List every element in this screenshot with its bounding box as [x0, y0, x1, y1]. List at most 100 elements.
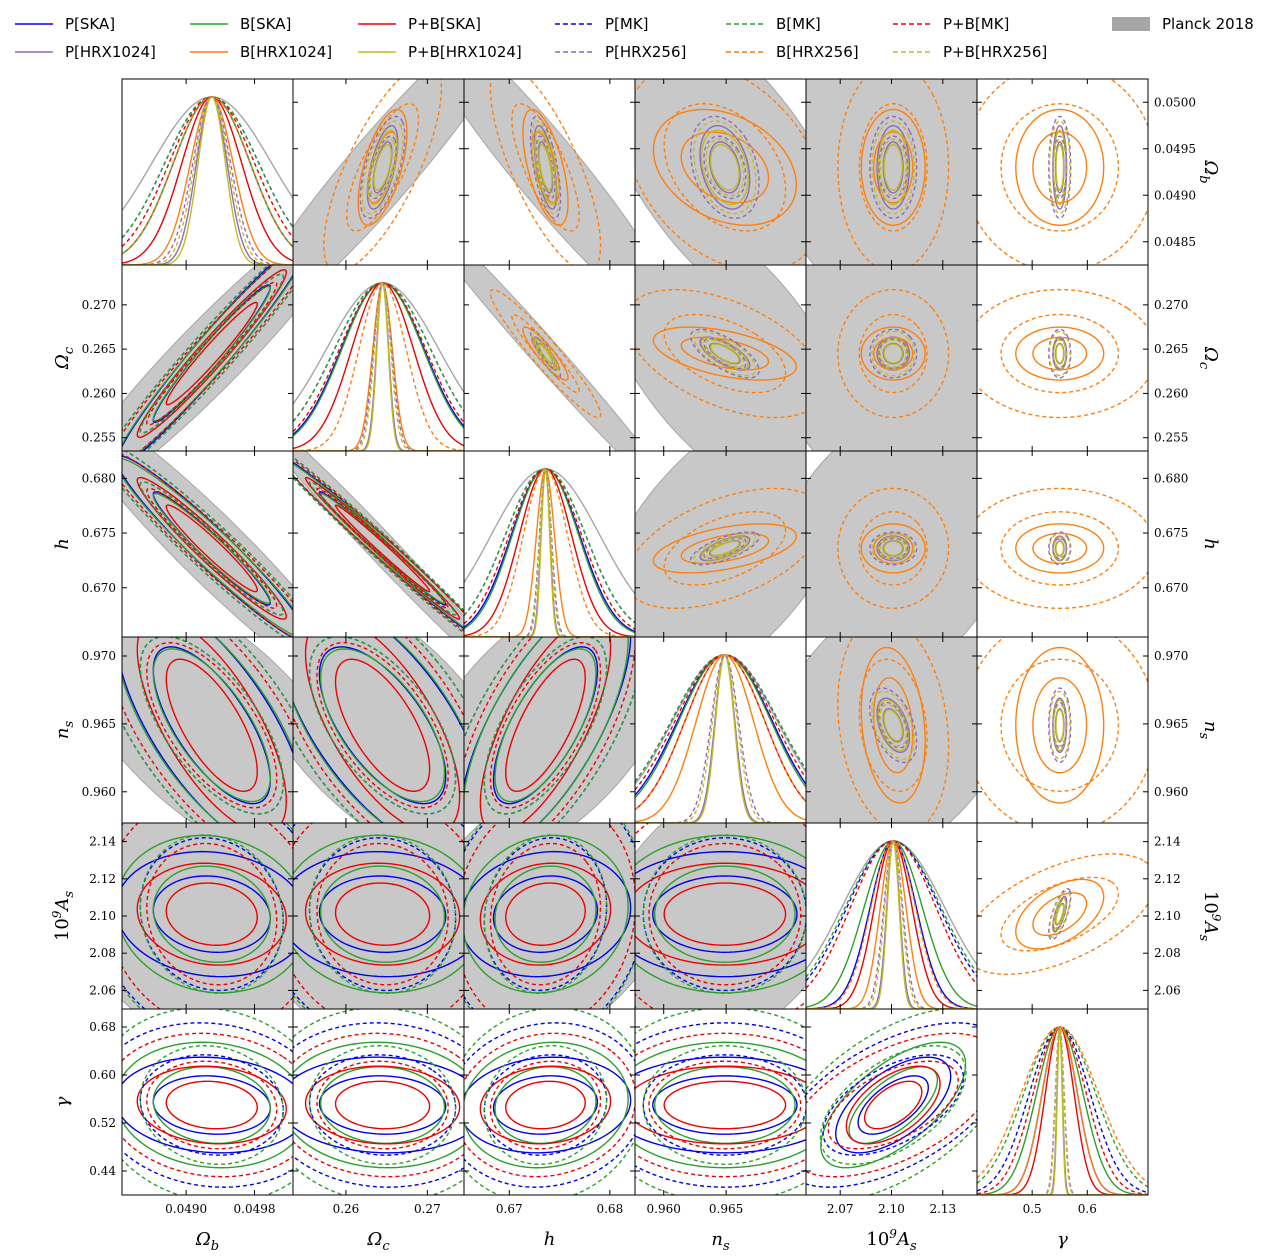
contour-p-b-hrx1024-1sigma [883, 343, 904, 364]
y-tick-label-right: 0.970 [1154, 649, 1188, 663]
marginal-p-b-ska [806, 840, 977, 1009]
contour-b-hrx256-2sigma [837, 487, 950, 610]
panel-content [635, 654, 806, 823]
y-tick-label-left: 0.970 [82, 649, 116, 663]
marginal-b-ska [122, 96, 293, 255]
marginal-b-mk [293, 282, 464, 422]
contour-p-mk-1sigma [822, 1054, 965, 1156]
contour-b-ska-1sigma [319, 648, 446, 803]
contour-planck-2sigma [122, 823, 293, 1009]
contour-b-hrx1024-1sigma [1032, 677, 1088, 774]
contour-planck-2sigma [293, 823, 464, 1009]
contour-p-b-ska-1sigma [165, 504, 258, 593]
contour-b-hrx1024-2sigma [1015, 523, 1105, 574]
contour-p-b-ska-1sigma [165, 882, 258, 946]
contour-p-b-hrx1024-2sigma [877, 536, 909, 561]
contour-p-b-hrx1024-2sigma [700, 129, 749, 206]
marginal-p-b-mk [806, 840, 977, 989]
y-tick-label-left: 0.965 [82, 717, 116, 731]
x-axis-label-gamma: γ [1057, 1229, 1068, 1250]
y-tick-label-right: 0.270 [1154, 298, 1188, 312]
contour-planck-2sigma [806, 451, 977, 637]
y-tick-label-left: 2.12 [89, 872, 116, 886]
panel-content [635, 265, 806, 451]
legend-label-p-b-mk: P+B[MK] [943, 15, 1009, 33]
contour-planck-2sigma [464, 265, 635, 451]
contour-b-ska-1sigma [152, 492, 271, 604]
legend-entry-b-hrx1024: B[HRX1024] [190, 43, 332, 61]
contour-b-mk-1sigma [483, 1045, 608, 1165]
y-tick-label-left: 0.960 [82, 785, 116, 799]
contour-p-b-hrx256-2sigma [1048, 532, 1071, 565]
contour-p-b-mk-1sigma [146, 487, 278, 609]
contour-p-mk-2sigma [464, 1022, 635, 1188]
panel-Omegac-vs-gamma-upper [976, 264, 1149, 452]
contour-b-mk-1sigma [642, 1045, 806, 1165]
contour-b-mk-1sigma [308, 834, 457, 994]
contour-b-ska-1sigma [494, 648, 597, 803]
contour-p-ska-1sigma [652, 1075, 798, 1135]
contour-planck-2sigma [122, 637, 293, 823]
y-tick-label-left: 0.44 [89, 1164, 116, 1178]
contour-b-mk-1sigma [139, 273, 284, 434]
contour-b-hrx1024-1sigma [680, 336, 770, 371]
marginal-b-mk [122, 96, 293, 239]
marginal-p-b-hrx1024 [635, 654, 806, 823]
y-tick-label-right: 0.670 [1154, 581, 1188, 595]
y-tick-label-right: 0.255 [1154, 431, 1188, 445]
panel-content [806, 79, 977, 265]
marginal-p-b-ska [293, 282, 464, 450]
panel-content [464, 79, 635, 265]
panel-Omegab-vs-Omegac-upper [292, 78, 465, 266]
x-tick-label: 0.0490 [165, 1202, 207, 1216]
contour-b-ska-1sigma [152, 865, 271, 963]
contour-b-ska-2sigma [635, 1041, 806, 1169]
contour-p-mk-1sigma [308, 1054, 457, 1156]
contour-b-mk-1sigma [308, 637, 457, 815]
contour-b-ska-1sigma [494, 865, 597, 963]
legend-entry-planck-2018: Planck 2018 [1112, 15, 1254, 33]
contour-p-hrx1024-2sigma [699, 124, 751, 210]
contour-b-hrx1024-2sigma [1015, 108, 1105, 226]
panel-109As-vs-gamma-upper [976, 822, 1149, 1010]
contour-p-hrx256-2sigma [689, 115, 760, 219]
contour-b-hrx256-2sigma [635, 79, 806, 265]
panel-Omegac-vs-Omegac-diag [292, 264, 465, 452]
x-tick-label: 0.0498 [234, 1202, 276, 1216]
y-tick-label-left: 0.52 [89, 1116, 116, 1130]
contour-p-b-hrx1024-2sigma [534, 129, 557, 206]
contour-p-ska-2sigma [635, 1056, 806, 1154]
contour-p-hrx256-1sigma [368, 135, 397, 200]
marginal-b-hrx256 [806, 840, 977, 1009]
contour-b-hrx256-1sigma [858, 658, 928, 792]
contour-p-ska-1sigma [152, 1075, 271, 1135]
x-tick-label: 2.07 [827, 1202, 854, 1216]
marginal-p-b-mk [122, 96, 293, 247]
panel-content [977, 487, 1148, 610]
marginal-p-ska [464, 468, 635, 633]
contour-p-b-ska-2sigma [304, 1065, 461, 1145]
contour-b-ska-2sigma [293, 637, 464, 823]
x-axis-label-n-s: ns [711, 1229, 730, 1254]
contour-p-b-hrx1024-1sigma [709, 343, 740, 364]
contour-p-b-ska-2sigma [479, 1065, 612, 1145]
contour-p-mk-1sigma [139, 837, 284, 992]
contour-b-mk-1sigma [139, 834, 284, 994]
contour-p-b-ska-2sigma [479, 862, 612, 966]
contour-p-b-hrx256-1sigma [369, 138, 396, 197]
y-tick-label-right: 0.260 [1154, 386, 1188, 400]
contour-p-hrx1024-2sigma [876, 535, 911, 562]
contour-b-mk-1sigma [139, 1045, 284, 1165]
marginal-p-b-hrx1024 [464, 469, 635, 637]
panel-109As-vs-109As-diag [805, 822, 978, 1010]
marginal-p-b-hrx256 [977, 1026, 1148, 1195]
panel-content [122, 265, 293, 451]
panel-109As-vs-h-lower [463, 822, 636, 1010]
legend-entry-b-hrx256: B[HRX256] [726, 43, 859, 61]
marginal-b-hrx256 [122, 96, 293, 255]
contour-p-hrx256-2sigma [1048, 687, 1072, 764]
x-tick-label: 0.27 [414, 1202, 441, 1216]
contour-b-hrx1024-2sigma [860, 646, 926, 804]
contour-p-mk-2sigma [122, 1022, 293, 1188]
contour-p-b-hrx256-2sigma [693, 330, 757, 377]
